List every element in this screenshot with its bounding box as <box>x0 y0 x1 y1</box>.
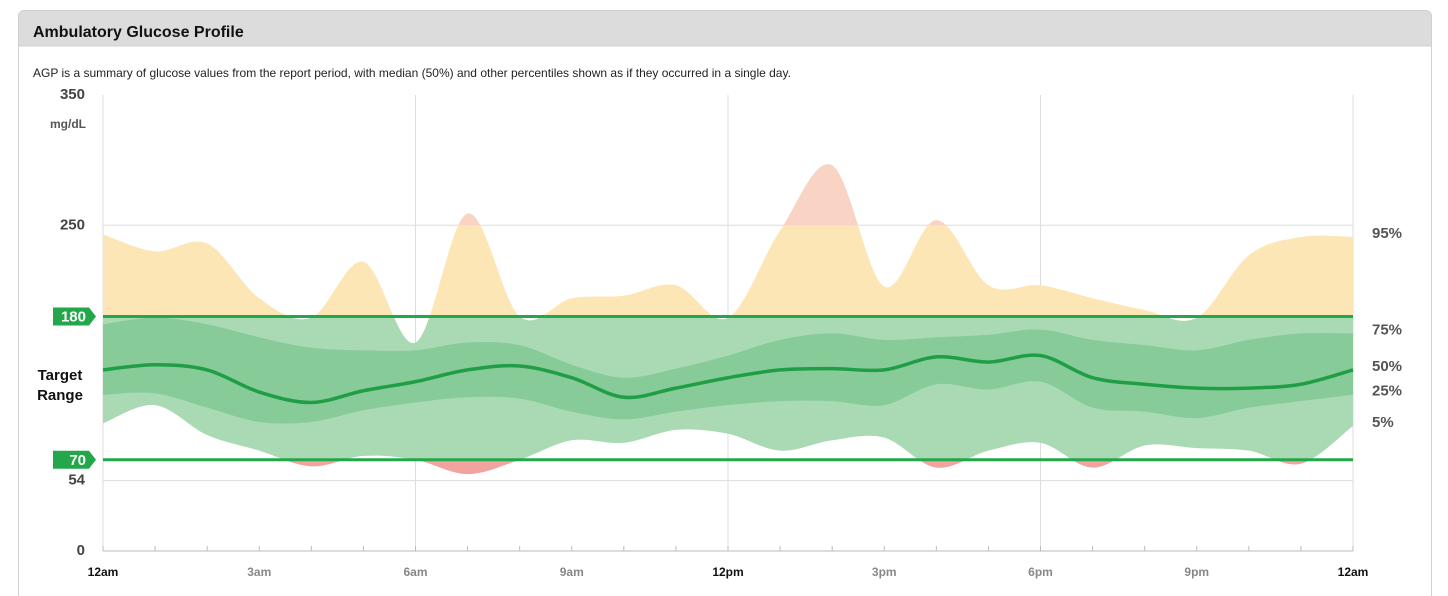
x-tick-label: 3pm <box>872 565 897 579</box>
chart-subtitle: AGP is a summary of glucose values from … <box>33 66 791 80</box>
percentile-label: 75% <box>1372 321 1402 338</box>
y-tick-label: 180 <box>61 308 86 325</box>
target-tag <box>53 307 96 326</box>
target-range-label: Target Range <box>37 367 83 404</box>
y-tick-label: 0 <box>77 542 85 559</box>
target-tag <box>53 450 96 469</box>
chart-title: Ambulatory Glucose Profile <box>33 24 244 41</box>
x-tick-label: 6pm <box>1028 565 1053 579</box>
median-line <box>102 353 1354 405</box>
y-tick-label: 54 <box>68 472 85 489</box>
percentile-label: 50% <box>1372 358 1402 375</box>
y-unit: mg/dL <box>50 117 86 131</box>
x-tick-label: 12pm <box>712 565 743 579</box>
band-5-95 <box>103 225 1353 317</box>
band-5-95 <box>284 459 1311 475</box>
header-bar <box>18 10 1432 47</box>
band-25-75 <box>103 317 1353 424</box>
percentile-label: 95% <box>1372 225 1402 242</box>
y-tick-label: 250 <box>60 216 85 233</box>
x-tick-label: 3am <box>247 565 271 579</box>
x-tick-label: 6am <box>403 565 427 579</box>
percentile-label: 25% <box>1372 383 1402 400</box>
percentile-label: 5% <box>1372 414 1394 431</box>
x-tick-label: 9pm <box>1184 565 1209 579</box>
band-5-95 <box>458 164 947 226</box>
x-tick-label: 12am <box>1338 565 1369 579</box>
y-tick-label: 350 <box>60 86 85 103</box>
x-tick-label: 12am <box>88 565 119 579</box>
y-tick-label: 70 <box>69 452 86 469</box>
x-tick-label: 9am <box>560 565 584 579</box>
